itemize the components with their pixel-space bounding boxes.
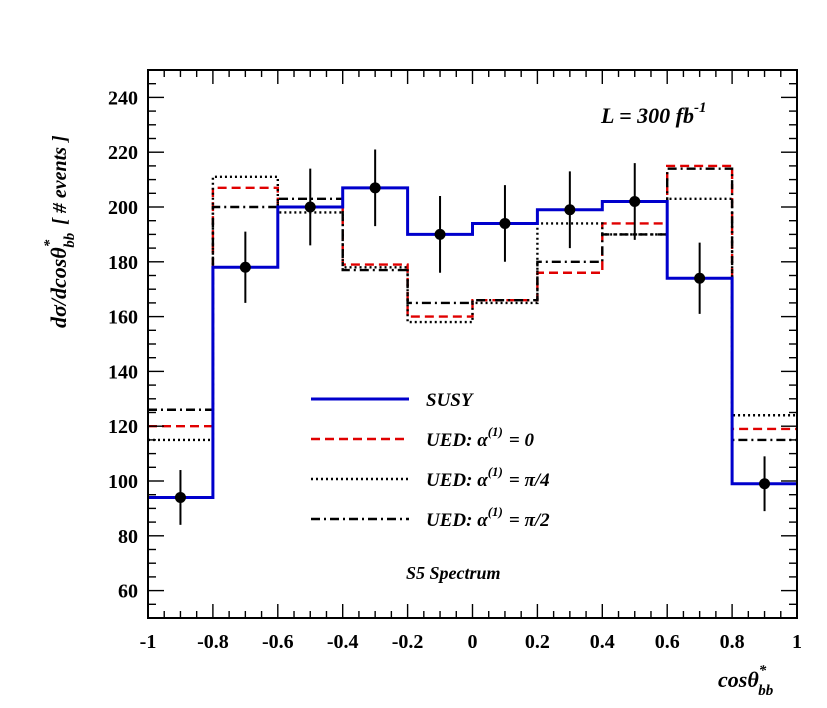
series-susy bbox=[148, 186, 797, 499]
data-point bbox=[174, 470, 186, 525]
y-tick-label: 240 bbox=[108, 87, 138, 109]
legend-entry: UED: α(1) = π/2 bbox=[311, 504, 550, 531]
legend-label: UED: α(1) = π/4 bbox=[426, 464, 550, 491]
data-point bbox=[239, 231, 251, 303]
y-tick-label: 120 bbox=[108, 416, 138, 438]
x-tick-label: 0.6 bbox=[655, 631, 680, 653]
data-point bbox=[434, 196, 446, 273]
data-point-marker bbox=[174, 491, 186, 503]
histogram-series bbox=[148, 164, 797, 499]
data-point bbox=[629, 163, 641, 240]
x-tick-label: -0.4 bbox=[327, 631, 359, 653]
legend-label-sup: (1) bbox=[488, 464, 503, 479]
legend-label-prefix: UED: α bbox=[426, 430, 488, 451]
legend-label: UED: α(1) = 0 bbox=[426, 424, 534, 451]
legend-label-prefix: UED: α bbox=[426, 510, 488, 531]
data-point-marker bbox=[759, 478, 771, 490]
legend-entry: UED: α(1) = π/4 bbox=[311, 464, 550, 491]
y-axis-label-main: dσ/dcosθ bbox=[46, 247, 71, 328]
data-point-marker bbox=[434, 228, 446, 240]
data-point-marker bbox=[564, 204, 576, 216]
data-point-marker bbox=[499, 217, 511, 229]
x-tick-label: -0.2 bbox=[392, 631, 424, 653]
data-points bbox=[174, 149, 771, 525]
x-axis-label-main: cosθ bbox=[718, 667, 759, 692]
x-tick-label: 1 bbox=[792, 631, 802, 653]
x-tick-label: -0.8 bbox=[197, 631, 229, 653]
y-axis-ticks bbox=[148, 69, 797, 619]
y-axis-tick-labels: 60 80 100 120 140 160 180 200 220 240 bbox=[108, 87, 138, 602]
legend-label-sup: (1) bbox=[488, 424, 503, 439]
data-point bbox=[694, 242, 706, 314]
y-tick-label: 80 bbox=[118, 526, 138, 548]
legend-label-suffix: = π/2 bbox=[509, 510, 550, 531]
data-point bbox=[369, 149, 381, 227]
y-tick-label: 220 bbox=[108, 142, 138, 164]
y-tick-label: 180 bbox=[108, 252, 138, 274]
x-axis-label-sup: * bbox=[759, 663, 767, 679]
luminosity-main: L = 300 fb bbox=[600, 103, 694, 128]
x-axis-ticks bbox=[147, 70, 798, 618]
legend-label-prefix: UED: α bbox=[426, 470, 488, 491]
x-tick-label: 0 bbox=[468, 631, 478, 653]
legend-label-suffix: = π/4 bbox=[509, 470, 550, 491]
y-tick-label: 160 bbox=[108, 307, 138, 329]
y-tick-label: 100 bbox=[108, 471, 138, 493]
legend-label: UED: α(1) = π/2 bbox=[426, 504, 550, 531]
x-axis-tick-labels: -1 -0.8 -0.6 -0.4 -0.2 0 0.2 0.4 0.6 0.8 1 bbox=[140, 631, 802, 653]
y-tick-label: 140 bbox=[108, 361, 138, 383]
x-tick-label: 0.8 bbox=[720, 631, 745, 653]
series-ued-alpha-pi-2 bbox=[148, 167, 797, 442]
data-point-marker bbox=[369, 182, 381, 194]
data-point bbox=[564, 171, 576, 249]
x-tick-label: 0.4 bbox=[590, 631, 615, 653]
legend-entry: SUSY bbox=[311, 390, 475, 411]
data-point-marker bbox=[694, 272, 706, 284]
data-point-marker bbox=[304, 201, 316, 213]
data-point-marker bbox=[629, 196, 641, 208]
x-tick-label: -1 bbox=[140, 631, 157, 653]
legend-label-suffix: = 0 bbox=[509, 430, 535, 451]
y-tick-label: 200 bbox=[108, 197, 138, 219]
x-tick-label: 0.2 bbox=[525, 631, 550, 653]
legend-entry: UED: α(1) = 0 bbox=[311, 424, 534, 451]
plot-area bbox=[147, 69, 798, 619]
data-point bbox=[499, 185, 511, 262]
luminosity-sup: -1 bbox=[694, 100, 707, 116]
y-tick-label: 60 bbox=[118, 581, 138, 603]
y-axis-label-unit: [ # events ] bbox=[49, 135, 71, 225]
legend-label: SUSY bbox=[426, 390, 475, 411]
y-axis-label-sub: bb bbox=[62, 232, 78, 248]
luminosity-annotation: L = 300 fb-1 bbox=[600, 100, 706, 128]
data-point bbox=[304, 168, 316, 246]
data-point-marker bbox=[239, 261, 251, 273]
x-axis-label-sub: bb bbox=[758, 683, 774, 699]
spectrum-annotation: S5 Spectrum bbox=[406, 563, 501, 583]
y-axis-label-sup: * bbox=[42, 239, 58, 247]
x-axis-label: cosθ* bb bbox=[718, 663, 774, 699]
x-tick-label: -0.6 bbox=[262, 631, 294, 653]
y-axis-label: dσ/dcosθ* bb [ # events ] bbox=[42, 135, 78, 328]
legend-label-sup: (1) bbox=[488, 504, 503, 519]
data-point bbox=[759, 456, 771, 512]
legend-label-prefix: SUSY bbox=[426, 390, 475, 411]
